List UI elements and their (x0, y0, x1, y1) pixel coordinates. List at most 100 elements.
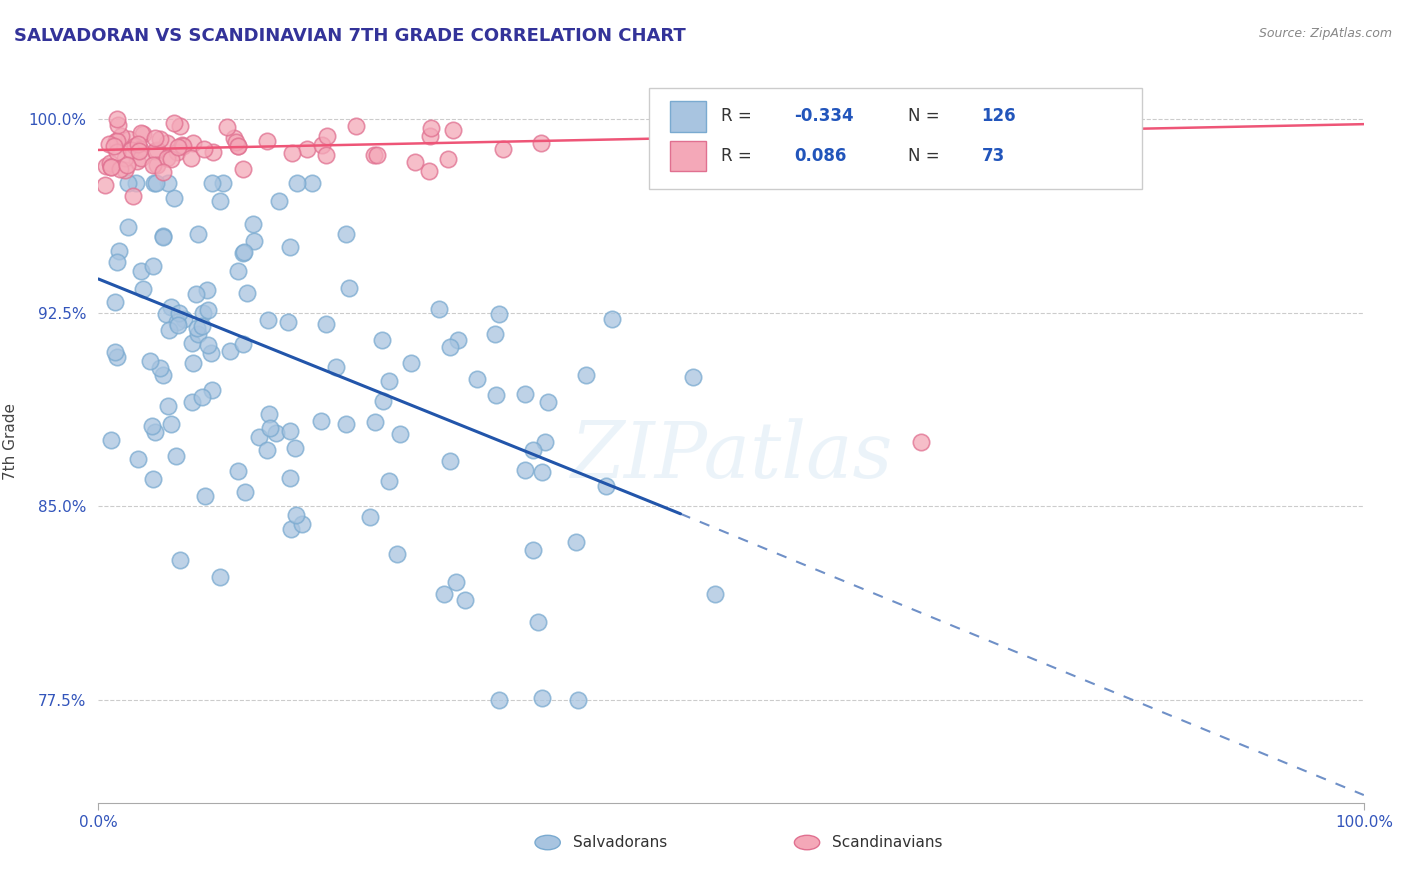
Point (145, 177, 167, 191)
Point (485, 388, 508, 402)
Point (295, 142, 318, 156)
Text: R =: R = (721, 107, 756, 126)
Point (212, 177, 235, 191)
Point (256, 442, 278, 457)
Point (169, 119, 191, 133)
Point (280, 522, 302, 536)
Point (233, 484, 256, 499)
Point (128, 142, 150, 156)
Point (257, 407, 280, 421)
Point (315, 317, 337, 331)
Point (107, 118, 129, 132)
Text: -0.334: -0.334 (794, 107, 853, 126)
Point (105, 350, 128, 364)
Point (657, 114, 679, 128)
Point (141, 419, 163, 434)
Point (418, 163, 440, 178)
Point (157, 323, 180, 337)
Point (156, 177, 179, 191)
Point (186, 286, 208, 301)
Point (364, 415, 387, 429)
Point (98, 156, 121, 170)
Point (142, 158, 165, 172)
Point (309, 414, 332, 428)
Point (910, 434, 932, 449)
Point (454, 592, 477, 607)
Point (530, 136, 553, 150)
Point (389, 427, 412, 442)
Text: SALVADORAN VS SCANDINAVIAN 7TH GRADE CORRELATION CHART: SALVADORAN VS SCANDINAVIAN 7TH GRADE COR… (14, 27, 686, 45)
Point (363, 148, 385, 162)
Point (278, 240, 301, 254)
Point (100, 160, 122, 174)
Point (433, 587, 456, 601)
Point (325, 360, 347, 375)
Point (105, 134, 128, 148)
Text: 0.086: 0.086 (794, 147, 846, 165)
Point (167, 318, 190, 332)
Point (242, 218, 264, 232)
Point (181, 356, 204, 370)
Point (143, 131, 166, 145)
Point (197, 302, 219, 317)
Point (316, 128, 339, 143)
Point (285, 177, 308, 191)
Point (315, 148, 337, 162)
Text: Source: ZipAtlas.com: Source: ZipAtlas.com (1258, 27, 1392, 40)
Point (344, 119, 367, 133)
Point (373, 394, 395, 409)
Point (437, 152, 460, 166)
Point (117, 132, 139, 146)
Point (226, 464, 249, 478)
Point (278, 471, 301, 485)
Point (335, 417, 357, 432)
Point (160, 152, 183, 166)
Point (513, 387, 536, 401)
Point (122, 188, 145, 202)
Point (226, 139, 249, 153)
Point (94, 159, 117, 173)
Text: Scandinavians: Scandinavians (832, 835, 943, 850)
Y-axis label: 7th Grade: 7th Grade (3, 403, 17, 480)
Point (201, 145, 224, 159)
Point (513, 463, 536, 477)
Point (128, 145, 150, 159)
Point (155, 151, 177, 165)
Point (222, 130, 245, 145)
Point (100, 161, 122, 175)
Point (129, 152, 152, 166)
Point (201, 383, 224, 397)
Point (167, 140, 190, 154)
Point (488, 307, 510, 321)
Point (108, 244, 131, 259)
Point (704, 587, 727, 601)
Point (232, 336, 254, 351)
Point (173, 312, 195, 326)
Point (284, 508, 307, 522)
Text: ZIPatlas: ZIPatlas (569, 417, 893, 494)
Point (114, 151, 136, 165)
Point (595, 478, 617, 492)
Text: N =: N = (908, 147, 945, 165)
Point (124, 138, 146, 153)
Point (484, 326, 506, 341)
Point (427, 301, 450, 316)
Point (527, 615, 550, 630)
Point (284, 441, 307, 455)
Point (127, 153, 149, 168)
FancyBboxPatch shape (648, 87, 1142, 189)
Point (441, 122, 464, 136)
Point (208, 570, 231, 584)
Point (264, 426, 287, 441)
Point (232, 161, 254, 176)
Point (243, 234, 266, 248)
Point (155, 136, 177, 150)
Point (166, 145, 188, 159)
Point (165, 449, 187, 463)
Point (193, 142, 215, 156)
Point (148, 360, 170, 375)
Point (378, 374, 401, 388)
Point (100, 433, 122, 447)
Point (180, 151, 202, 165)
Point (104, 294, 127, 309)
